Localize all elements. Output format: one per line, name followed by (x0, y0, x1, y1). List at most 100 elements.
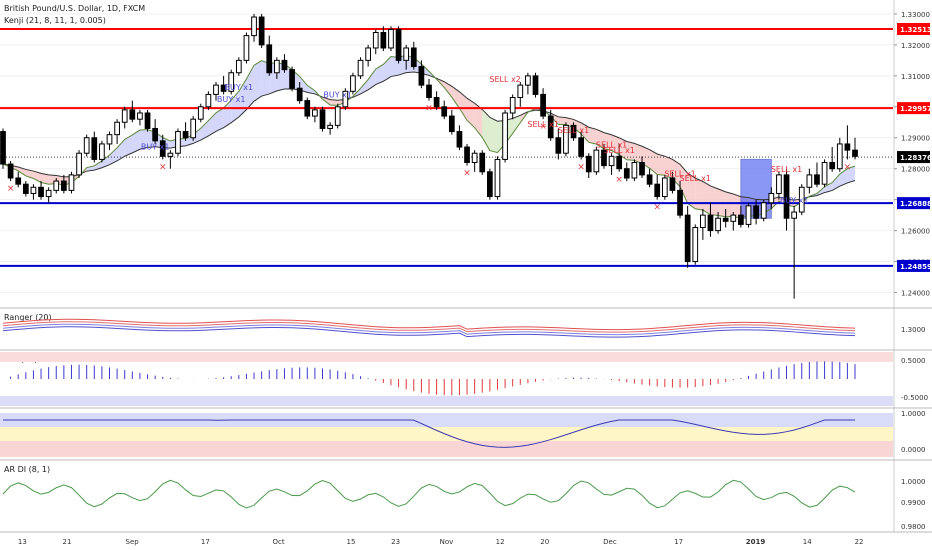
candle (730, 212, 737, 231)
cloud-segment (216, 108, 224, 132)
candle-body (258, 16, 265, 46)
candle-body (631, 162, 638, 179)
candle-body (433, 97, 440, 108)
ma-slow-line (2, 71, 856, 201)
cloud-segment (109, 147, 118, 165)
panel-msi: MSI (10)0.5000-0.5000 (0, 349, 932, 406)
candle-body (502, 112, 508, 160)
cloud-segment (588, 127, 597, 145)
cloud-segment (223, 100, 232, 128)
cloud-segment (117, 139, 125, 161)
time-tick-label: Sep (126, 538, 140, 546)
candle-body (60, 180, 67, 191)
candle (532, 72, 539, 98)
candle (738, 205, 744, 228)
candle-body (395, 28, 402, 61)
candles (0, 13, 858, 299)
candle-body (372, 32, 379, 49)
indicator-label: Kenji (21, 8, 11, 1, 0.005) (4, 16, 106, 25)
cloud-segment (664, 156, 673, 179)
sell-mark: × (844, 162, 852, 172)
candle (45, 187, 52, 203)
cloud-segment (193, 128, 201, 144)
time-tick-label: 20 (540, 538, 549, 546)
candle (768, 187, 775, 209)
cloud-segment (710, 185, 719, 216)
candle-body (464, 146, 470, 164)
candle-body (289, 69, 295, 89)
candle-body (312, 109, 318, 117)
msi-band-bottom (0, 396, 893, 406)
panel-ranger: Ranger (20) 1.3000 (0, 307, 932, 338)
candle (357, 57, 364, 79)
candle (517, 82, 524, 107)
candle (692, 224, 699, 265)
candle (585, 153, 592, 178)
candle-body (175, 131, 181, 154)
candle (783, 168, 790, 231)
axis-tick-label: 1.0000 (901, 410, 926, 418)
candle (760, 199, 767, 222)
candle-body (806, 174, 813, 188)
candle (654, 174, 661, 200)
candle (273, 57, 280, 79)
candle-body (114, 121, 120, 136)
candle-body (456, 131, 463, 148)
candle (106, 131, 113, 151)
candle-body (654, 183, 661, 198)
cloud-segment (649, 149, 658, 175)
candle (190, 116, 197, 141)
candle-body (768, 192, 775, 204)
level-price-tag (897, 102, 930, 115)
candle (388, 26, 394, 52)
candle (235, 57, 242, 76)
price-axis: 1.330001.320001.310001.300001.290001.280… (893, 0, 932, 532)
candle (601, 143, 607, 169)
candle-body (83, 137, 90, 154)
cloud-segment (390, 56, 399, 77)
candle (464, 143, 470, 166)
candle-body (608, 155, 615, 167)
cloud-segment (657, 153, 665, 176)
candle-body (623, 168, 630, 179)
candle-body (380, 32, 387, 49)
sell-mark: × (7, 184, 15, 194)
candle (829, 147, 836, 172)
candle (707, 202, 714, 237)
candle (509, 94, 516, 120)
candle (182, 122, 189, 141)
candle-body (677, 189, 683, 216)
candle-body (486, 171, 493, 198)
time-tick-label: Dec (603, 538, 617, 546)
cloud-segment (101, 155, 110, 168)
cloud-segment (86, 165, 95, 172)
time-tick-label: 15 (346, 538, 355, 546)
candle-body (197, 106, 204, 120)
candle-body (190, 118, 197, 139)
sell-label: SELL x1 (664, 169, 695, 178)
candle-body (76, 152, 82, 176)
candle-body (410, 47, 417, 68)
axis-tick-label: -0.5000 (901, 394, 928, 402)
candle-body (144, 112, 151, 129)
candle-body (532, 75, 539, 95)
candle (15, 171, 22, 188)
candle-body (53, 180, 60, 191)
ranger-line (2, 323, 856, 336)
candle (563, 122, 569, 157)
candle (83, 134, 90, 157)
candle (646, 168, 653, 188)
candle (669, 171, 676, 194)
candle-body (205, 93, 212, 108)
cloud-segment (200, 120, 209, 141)
candle-body (137, 112, 143, 120)
candle (570, 122, 577, 141)
candle (251, 13, 257, 42)
candle (175, 128, 181, 157)
sell-label: SELL x1 (680, 174, 711, 183)
candle-body (45, 189, 52, 198)
cloud-segment (824, 182, 833, 193)
cloud-segment (611, 134, 620, 155)
tdi-band-bottom (0, 441, 893, 457)
